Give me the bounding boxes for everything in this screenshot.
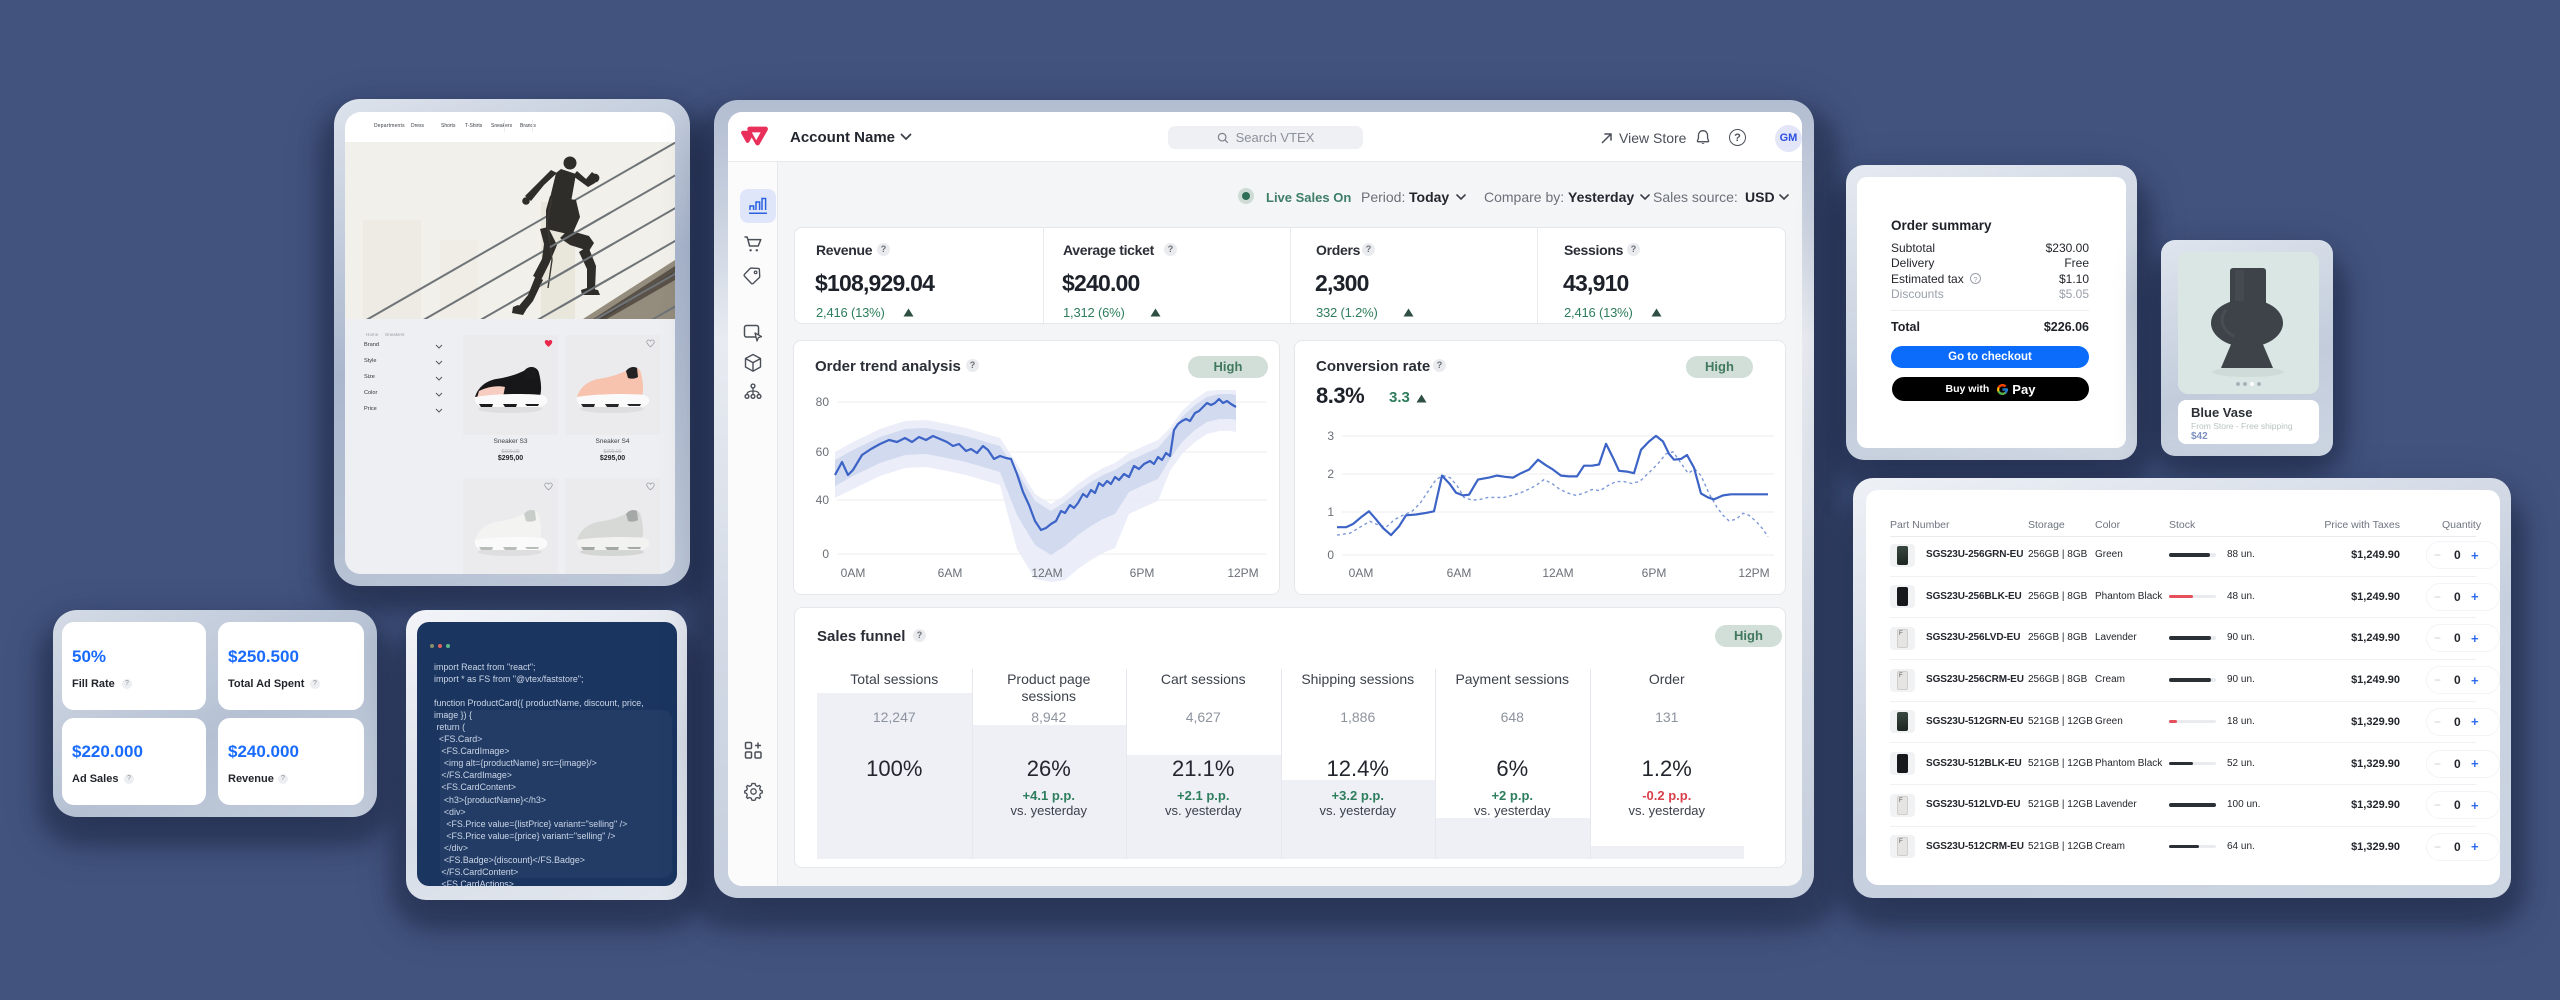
svg-text:12PM: 12PM — [1738, 566, 1769, 580]
svg-text:6PM: 6PM — [1130, 566, 1155, 580]
svg-text:3: 3 — [1327, 429, 1334, 443]
svg-text:12AM: 12AM — [1542, 566, 1573, 580]
svg-text:2: 2 — [1327, 467, 1334, 481]
svg-text:0: 0 — [1327, 548, 1334, 562]
svg-text:40: 40 — [816, 493, 830, 507]
svg-text:0AM: 0AM — [1349, 566, 1374, 580]
svg-text:0: 0 — [822, 547, 829, 561]
svg-text:1: 1 — [1327, 505, 1334, 519]
svg-text:6AM: 6AM — [938, 566, 963, 580]
svg-text:80: 80 — [816, 395, 830, 409]
svg-text:6AM: 6AM — [1447, 566, 1472, 580]
svg-text:12PM: 12PM — [1227, 566, 1258, 580]
svg-text:12AM: 12AM — [1031, 566, 1062, 580]
svg-text:60: 60 — [816, 445, 830, 459]
svg-text:6PM: 6PM — [1642, 566, 1667, 580]
svg-text:0AM: 0AM — [841, 566, 866, 580]
